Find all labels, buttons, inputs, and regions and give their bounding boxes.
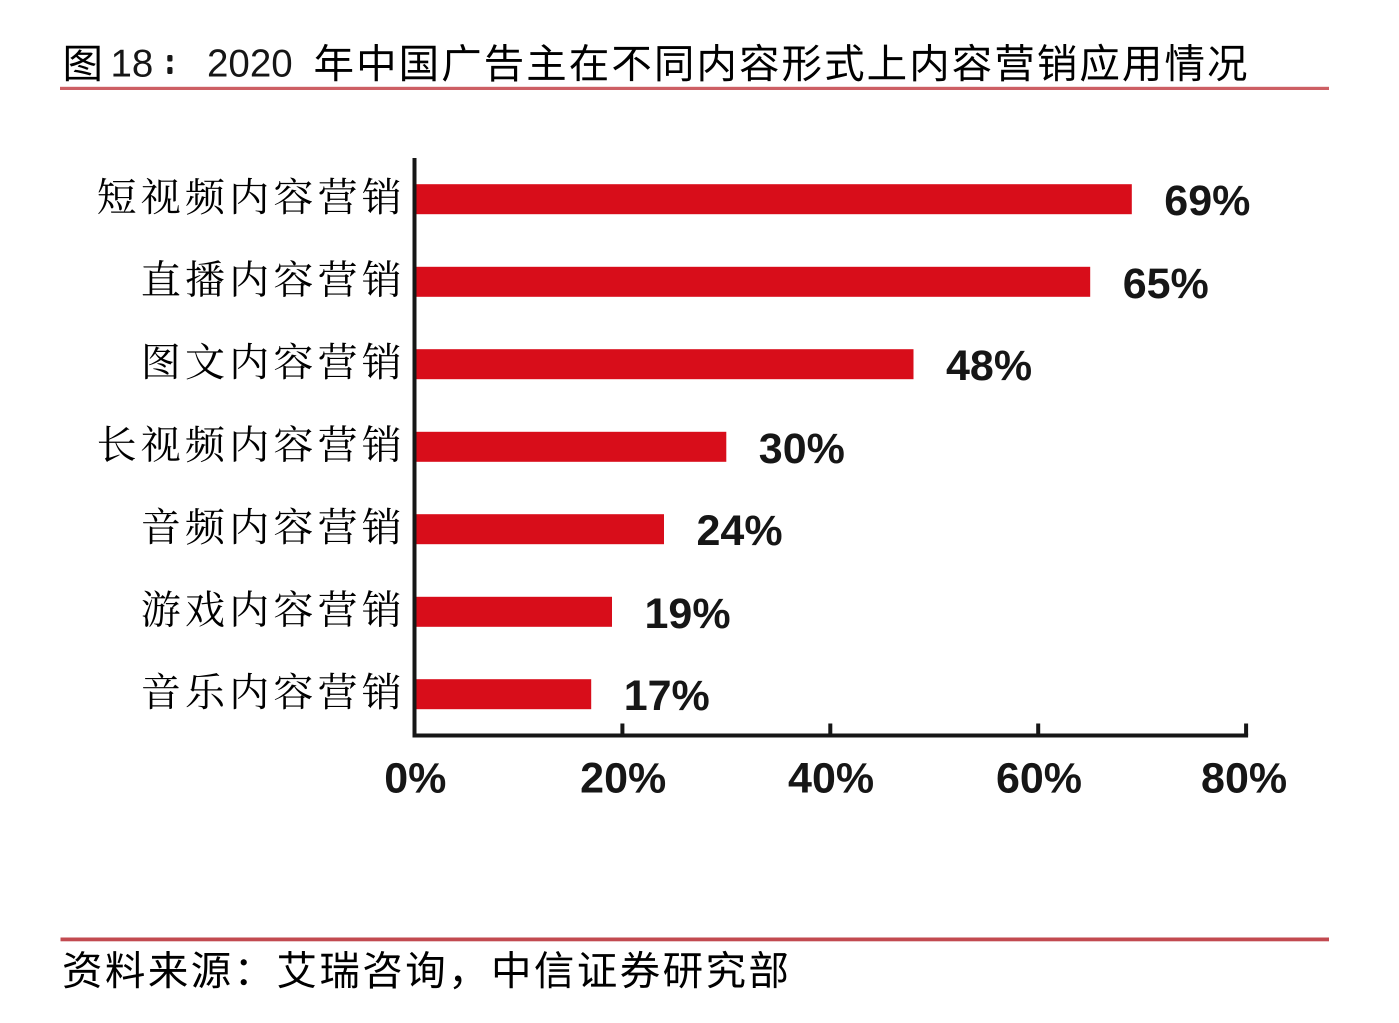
svg-text:19%: 19% [645, 590, 731, 638]
svg-text:69%: 69% [1164, 177, 1250, 225]
svg-text:24%: 24% [697, 507, 783, 555]
svg-text:60%: 60% [996, 755, 1082, 803]
svg-text:0%: 0% [384, 755, 446, 803]
svg-text:80%: 80% [1201, 755, 1287, 803]
svg-text:17%: 17% [624, 672, 710, 720]
svg-text:2020: 2020 [207, 43, 293, 86]
svg-text:18: 18 [111, 43, 154, 86]
svg-text:48%: 48% [946, 342, 1032, 390]
svg-text:20%: 20% [580, 755, 666, 803]
svg-text:65%: 65% [1123, 260, 1209, 308]
svg-text:40%: 40% [788, 755, 874, 803]
svg-text:30%: 30% [759, 425, 845, 473]
